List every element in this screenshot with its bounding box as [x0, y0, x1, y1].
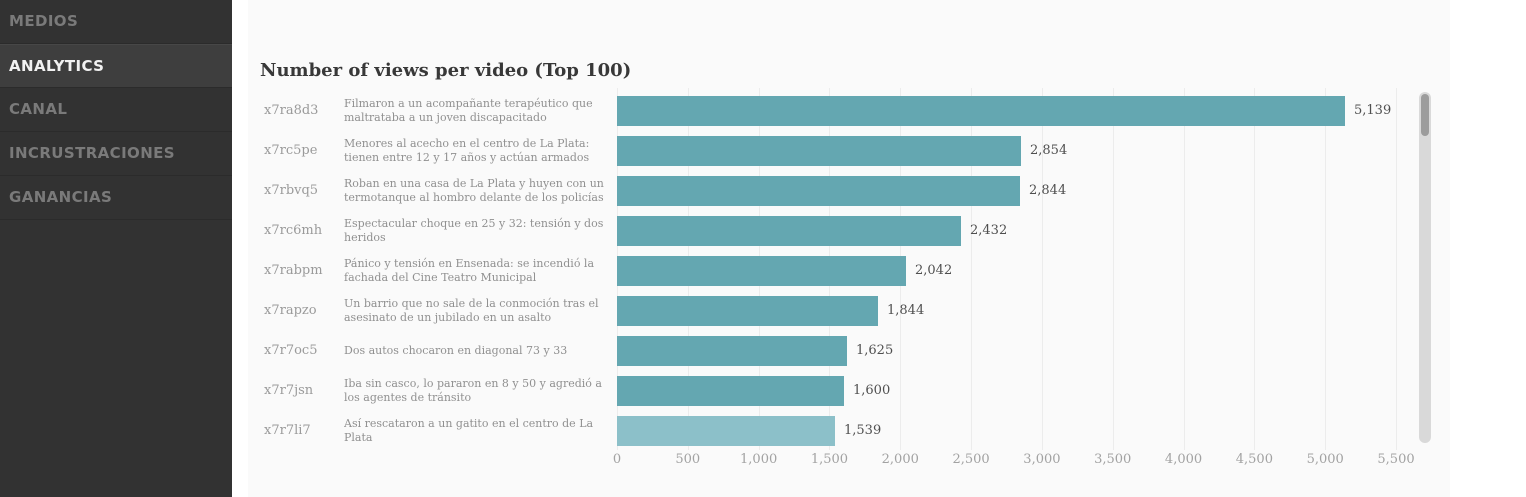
video-title: Filmaron a un acompañante terapéutico qu… — [344, 97, 593, 124]
x-axis-tick-label: 2,500 — [952, 452, 990, 467]
views-bar[interactable] — [617, 96, 1345, 126]
views-count: 5,139 — [1354, 103, 1392, 118]
video-id: x7rc5pe — [264, 143, 318, 158]
x-axis-tick-label: 1,500 — [810, 452, 849, 467]
x-axis-tick-label: 5,500 — [1377, 452, 1415, 467]
sidebar-item-incrustraciones[interactable]: INCRUSTRACIONES — [0, 132, 232, 176]
views-bar[interactable] — [617, 216, 961, 246]
views-count: 1,539 — [844, 423, 882, 438]
video-id: x7r7oc5 — [264, 343, 318, 358]
video-id: x7rapzo — [264, 303, 317, 318]
views-count: 2,844 — [1029, 183, 1067, 198]
video-id: x7r7jsn — [264, 383, 314, 398]
sidebar: MEDIOS ANALYTICS CANAL INCRUSTRACIONES GANAN… — [0, 0, 232, 497]
sidebar-item-canal[interactable]: CANAL — [0, 88, 232, 132]
views-count: 1,844 — [887, 303, 925, 318]
gridline-2500 — [971, 88, 973, 450]
gridline-4000 — [1183, 88, 1185, 450]
video-title: Menores al acecho en el centro de La Pla… — [344, 137, 590, 164]
table-row: x7r7oc5 Dos autos chocaron en diagonal 73… — [248, 331, 1450, 371]
x-axis-tick-label: 1,000 — [740, 452, 778, 467]
sidebar-item-analytics[interactable]: ANALYTICS — [0, 44, 232, 88]
views-bar-chart: x7ra8d3 Filmaron a un acompañante terapéu… — [248, 0, 1450, 497]
gridline-3000 — [1041, 88, 1043, 450]
gridline-5000 — [1325, 88, 1327, 450]
table-row: x7rbvq5 Roban en una casa de La Plata y h… — [248, 171, 1450, 211]
views-bar[interactable] — [617, 256, 906, 286]
views-count: 1,600 — [853, 383, 891, 398]
views-bar[interactable] — [617, 376, 844, 406]
views-bar[interactable] — [617, 336, 847, 366]
gridline-3500 — [1112, 88, 1114, 450]
video-title: Así rescataron a un gatito en el centro … — [344, 417, 594, 444]
table-row: x7rc6mh Espectacular choque en 25 y 32: t… — [248, 211, 1450, 251]
x-axis-tick-label: 3,000 — [1023, 452, 1061, 467]
video-title: Pánico y tensión en Ensenada: se incendi… — [344, 257, 595, 284]
x-axis-tick-label: 3,500 — [1094, 452, 1132, 467]
views-bar[interactable] — [617, 176, 1020, 206]
table-row: x7rabpm Pánico y tensión en Ensenada: se … — [248, 251, 1450, 291]
x-axis-tick-label: 4,000 — [1164, 452, 1203, 467]
x-axis-tick-label: 4,500 — [1235, 452, 1273, 467]
x-axis-tick-label: 5,000 — [1306, 452, 1344, 467]
sidebar-item-ganancias[interactable]: GANANCIAS — [0, 176, 232, 220]
video-title: Dos autos chocaron en diagonal 73 y 33 — [344, 344, 568, 357]
gridline-5500 — [1396, 88, 1397, 450]
video-id: x7r7li7 — [264, 423, 311, 438]
table-row: x7ra8d3 Filmaron a un acompañante terapéu… — [248, 91, 1450, 131]
views-count: 2,432 — [970, 223, 1008, 238]
chart-scrollbar[interactable] — [1419, 92, 1431, 443]
table-row: x7rc5pe Menores al acecho en el centro de… — [248, 131, 1450, 171]
video-title: Iba sin casco, lo pararon en 8 y 50 y ag… — [344, 377, 602, 404]
views-bar[interactable] — [617, 136, 1021, 166]
table-row: x7r7jsn Iba sin casco, lo pararon en 8 y … — [248, 371, 1450, 411]
views-bar[interactable] — [617, 416, 835, 446]
video-title: Un barrio que no sale de la conmoción tr… — [344, 297, 599, 324]
video-title: Espectacular choque en 25 y 32: tensión … — [344, 217, 604, 244]
views-bar[interactable] — [617, 296, 878, 326]
chart-title: Number of views per video (Top 100) — [260, 60, 632, 81]
x-axis-tick-label: 500 — [675, 452, 701, 467]
table-row: x7r7li7 Así rescataron a un gatito en el … — [248, 411, 1450, 451]
analytics-panel: Number of views per video (Top 100) x7ra… — [248, 0, 1450, 497]
scrollbar-thumb[interactable] — [1421, 94, 1429, 136]
views-count: 1,625 — [856, 343, 894, 358]
views-count: 2,854 — [1030, 143, 1068, 158]
sidebar-item-medios[interactable]: MEDIOS — [0, 0, 232, 44]
gridline-4500 — [1254, 88, 1256, 450]
video-id: x7rbvq5 — [264, 183, 319, 198]
video-title: Roban en una casa de La Plata y huyen co… — [344, 177, 604, 204]
x-axis-tick-label: 2,000 — [881, 452, 919, 467]
video-id: x7rc6mh — [264, 223, 323, 238]
x-axis-tick-label: 0 — [612, 452, 622, 467]
video-id: x7ra8d3 — [264, 103, 319, 118]
video-id: x7rabpm — [264, 263, 323, 278]
table-row: x7rapzo Un barrio que no sale de la conmo… — [248, 291, 1450, 331]
views-count: 2,042 — [915, 263, 953, 278]
